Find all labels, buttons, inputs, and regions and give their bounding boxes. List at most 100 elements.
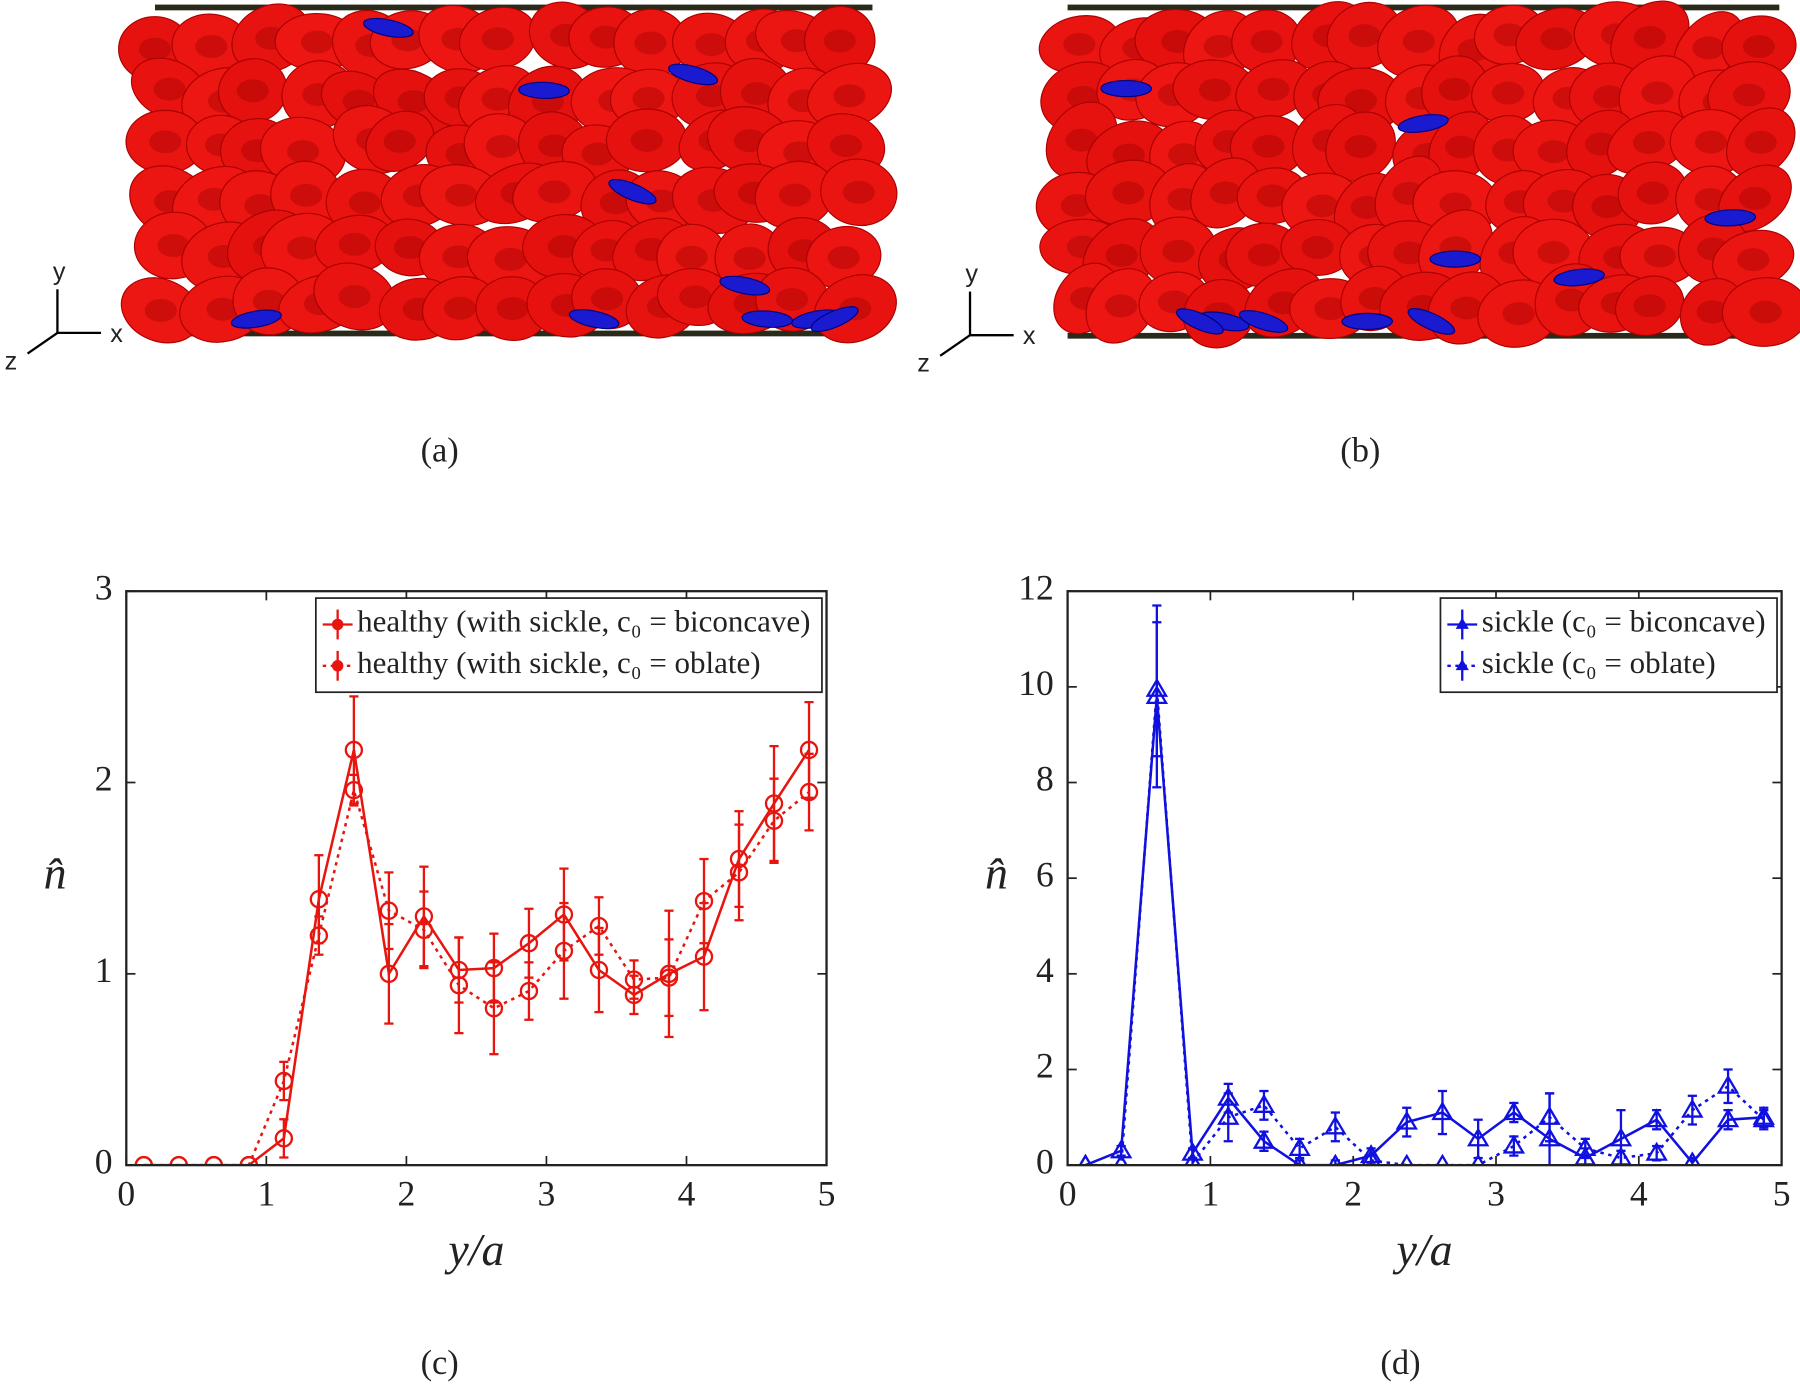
marker <box>1114 1153 1128 1166</box>
caption: (b) <box>1340 431 1380 469</box>
axis-name: x <box>110 320 123 348</box>
marker <box>694 891 714 911</box>
cell-dimple <box>157 234 190 257</box>
cell-dimple <box>1162 239 1195 263</box>
sickle-cell <box>1175 308 1224 335</box>
cell-dimple <box>1247 243 1281 267</box>
marker <box>1645 1108 1668 1128</box>
cell <box>1726 107 1796 178</box>
series-line <box>1085 689 1765 1166</box>
cell-dimple <box>695 33 728 57</box>
cell-dimple <box>1252 134 1285 158</box>
marker <box>1681 1098 1704 1118</box>
cell-dimple <box>1306 194 1339 218</box>
x-axis-label: y/a <box>444 1224 504 1275</box>
marker <box>344 780 364 800</box>
y-tick-label: 3 <box>95 567 113 607</box>
cell-dimple <box>1696 300 1729 324</box>
cell-dimple <box>1643 244 1676 268</box>
sickle-cell <box>1553 268 1605 287</box>
cell-dimple <box>1592 85 1626 109</box>
cell <box>820 158 898 227</box>
x-tick-label: 1 <box>257 1173 275 1213</box>
cell-dimple <box>829 134 863 158</box>
legend-label: sickle (c₀ = biconcave) <box>1482 604 1766 639</box>
legend-label: sickle (c₀ = oblate) <box>1482 645 1716 680</box>
cell-dimple <box>481 87 514 111</box>
marker <box>1217 1105 1240 1125</box>
cell-dimple <box>397 90 430 114</box>
cell-dimple <box>338 285 371 309</box>
cell-dimple <box>290 183 323 207</box>
cell-dimple <box>1393 241 1426 265</box>
marker <box>764 811 784 830</box>
series <box>134 752 819 1166</box>
marker <box>729 863 749 882</box>
y-tick-label: 1 <box>95 950 113 990</box>
axis-arrow <box>939 334 971 357</box>
sickle-cell <box>568 309 620 330</box>
series <box>1078 621 1775 1166</box>
cell-dimple <box>153 77 186 101</box>
cell-dimple <box>496 297 529 321</box>
cell-dimple <box>445 183 478 207</box>
cell-dimple <box>481 27 514 51</box>
cell-dimple <box>1209 181 1242 205</box>
x-tick-label: 1 <box>1202 1173 1220 1213</box>
axis-name: z <box>5 347 18 375</box>
rendering-a: y x z <box>5 1 898 375</box>
marker <box>1716 1074 1740 1094</box>
cell-dimple <box>1402 29 1435 53</box>
cell-dimple <box>741 82 774 106</box>
cell-dimple <box>1257 77 1290 101</box>
cell <box>1085 268 1157 344</box>
cell <box>1325 111 1396 182</box>
y-tick-label: 8 <box>1036 759 1054 799</box>
x-tick-label: 4 <box>1630 1173 1648 1213</box>
marker <box>1324 1115 1347 1135</box>
marker <box>1645 1141 1668 1161</box>
cell-dimple <box>679 285 712 309</box>
cell-dimple <box>1591 195 1624 219</box>
cell-dimple <box>547 235 580 259</box>
cell-dimple <box>1692 36 1725 60</box>
cell-dimple <box>1250 30 1283 54</box>
x-tick-label: 4 <box>678 1173 696 1213</box>
cell-dimple <box>1199 78 1232 102</box>
x-tick-label: 3 <box>538 1173 556 1213</box>
sickle-cell <box>1407 308 1456 335</box>
marker <box>1078 1153 1093 1166</box>
marker <box>1455 617 1469 629</box>
cell-dimple <box>1203 34 1236 58</box>
cell-dimple <box>287 236 320 260</box>
y-axis-label: n̂ <box>985 848 1008 899</box>
cell-dimple <box>630 128 663 152</box>
cell-dimple <box>1157 290 1191 314</box>
sickle-cell <box>668 63 719 86</box>
cell-dimple <box>1348 24 1381 48</box>
marker <box>1716 1108 1740 1128</box>
marker <box>1574 1136 1597 1156</box>
cell-dimple <box>206 297 239 321</box>
marker <box>554 941 574 961</box>
sickle-cell <box>1341 312 1393 331</box>
marker <box>134 1155 153 1166</box>
y-tick-label: 2 <box>1036 1046 1054 1086</box>
cell-dimple <box>1540 27 1573 51</box>
y-tick-label: 0 <box>95 1141 113 1181</box>
marker <box>1328 1153 1343 1166</box>
cell-dimple <box>149 130 182 154</box>
cell-dimple <box>1537 140 1570 164</box>
cell-dimple <box>1744 130 1777 154</box>
marker <box>204 1155 224 1166</box>
marker <box>624 970 644 989</box>
cell-dimple <box>1063 32 1096 56</box>
cell-dimple <box>494 247 527 271</box>
cell-dimple <box>138 37 172 61</box>
cell-dimple <box>1742 35 1776 58</box>
marker <box>379 901 399 920</box>
rendering-b: y x z <box>917 0 1800 378</box>
marker <box>414 920 434 940</box>
marker <box>694 947 714 966</box>
x-tick-label: 2 <box>397 1173 415 1213</box>
